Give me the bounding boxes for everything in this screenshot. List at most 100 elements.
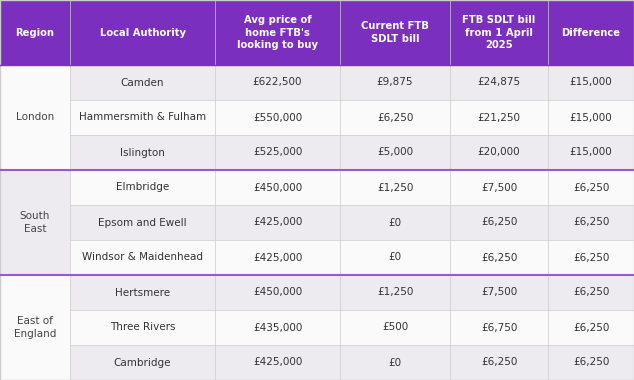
Text: £20,000: £20,000 — [477, 147, 521, 157]
Text: £15,000: £15,000 — [569, 112, 612, 122]
Text: £0: £0 — [389, 252, 401, 263]
Text: £6,750: £6,750 — [481, 323, 517, 332]
Bar — [0, 65, 70, 170]
Text: Avg price of
home FTB's
looking to buy: Avg price of home FTB's looking to buy — [237, 15, 318, 50]
Bar — [0, 170, 70, 275]
Bar — [450, 310, 548, 345]
Text: Hertsmere: Hertsmere — [115, 288, 170, 298]
Text: Three Rivers: Three Rivers — [110, 323, 175, 332]
Bar — [340, 205, 450, 240]
Bar — [70, 65, 215, 100]
Bar — [70, 275, 215, 310]
Bar — [215, 0, 340, 65]
Bar — [450, 0, 548, 65]
Text: £0: £0 — [389, 358, 401, 367]
Text: £24,875: £24,875 — [477, 78, 521, 87]
Bar — [215, 310, 340, 345]
Bar — [0, 275, 70, 380]
Text: £6,250: £6,250 — [573, 182, 609, 193]
Text: FTB SDLT bill
from 1 April
2025: FTB SDLT bill from 1 April 2025 — [462, 15, 536, 50]
Text: £525,000: £525,000 — [253, 147, 302, 157]
Text: £425,000: £425,000 — [253, 358, 302, 367]
Bar — [340, 65, 450, 100]
Bar — [548, 240, 634, 275]
Text: £622,500: £622,500 — [253, 78, 302, 87]
Text: £6,250: £6,250 — [481, 217, 517, 228]
Bar — [215, 345, 340, 380]
Text: £7,500: £7,500 — [481, 288, 517, 298]
Text: £15,000: £15,000 — [569, 78, 612, 87]
Bar — [215, 170, 340, 205]
Bar — [450, 205, 548, 240]
Text: London: London — [16, 112, 54, 122]
Bar — [340, 240, 450, 275]
Bar — [548, 205, 634, 240]
Bar — [215, 205, 340, 240]
Bar — [548, 100, 634, 135]
Bar — [450, 65, 548, 100]
Bar — [70, 100, 215, 135]
Bar — [450, 345, 548, 380]
Bar — [340, 100, 450, 135]
Text: £1,250: £1,250 — [377, 182, 413, 193]
Bar — [548, 65, 634, 100]
Text: £425,000: £425,000 — [253, 252, 302, 263]
Text: £425,000: £425,000 — [253, 217, 302, 228]
Bar — [450, 170, 548, 205]
Bar — [70, 205, 215, 240]
Bar — [70, 0, 215, 65]
Bar — [450, 240, 548, 275]
Text: £5,000: £5,000 — [377, 147, 413, 157]
Text: £450,000: £450,000 — [253, 182, 302, 193]
Text: Difference: Difference — [562, 27, 621, 38]
Bar — [548, 275, 634, 310]
Text: Elmbridge: Elmbridge — [116, 182, 169, 193]
Text: South
East: South East — [20, 211, 50, 234]
Text: Local Authority: Local Authority — [100, 27, 186, 38]
Bar — [450, 100, 548, 135]
Bar — [340, 170, 450, 205]
Bar — [450, 275, 548, 310]
Bar — [548, 135, 634, 170]
Bar — [548, 170, 634, 205]
Bar — [215, 240, 340, 275]
Bar — [340, 0, 450, 65]
Text: East of
England: East of England — [14, 316, 56, 339]
Text: £6,250: £6,250 — [573, 288, 609, 298]
Bar — [450, 135, 548, 170]
Text: £450,000: £450,000 — [253, 288, 302, 298]
Text: Hammersmith & Fulham: Hammersmith & Fulham — [79, 112, 206, 122]
Text: £7,500: £7,500 — [481, 182, 517, 193]
Text: £550,000: £550,000 — [253, 112, 302, 122]
Text: £15,000: £15,000 — [569, 147, 612, 157]
Text: £6,250: £6,250 — [573, 252, 609, 263]
Bar — [215, 100, 340, 135]
Bar — [70, 240, 215, 275]
Text: Cambridge: Cambridge — [113, 358, 171, 367]
Text: Camden: Camden — [120, 78, 164, 87]
Bar — [215, 275, 340, 310]
Text: £6,250: £6,250 — [573, 217, 609, 228]
Bar — [548, 0, 634, 65]
Text: £21,250: £21,250 — [477, 112, 521, 122]
Text: £0: £0 — [389, 217, 401, 228]
Text: Current FTB
SDLT bill: Current FTB SDLT bill — [361, 21, 429, 44]
Text: Epsom and Ewell: Epsom and Ewell — [98, 217, 187, 228]
Text: £1,250: £1,250 — [377, 288, 413, 298]
Bar — [70, 170, 215, 205]
Text: £6,250: £6,250 — [573, 358, 609, 367]
Bar — [340, 275, 450, 310]
Text: Region: Region — [15, 27, 55, 38]
Text: £6,250: £6,250 — [573, 323, 609, 332]
Text: £9,875: £9,875 — [377, 78, 413, 87]
Bar — [340, 135, 450, 170]
Bar — [215, 135, 340, 170]
Bar — [548, 310, 634, 345]
Text: £500: £500 — [382, 323, 408, 332]
Text: £6,250: £6,250 — [481, 252, 517, 263]
Bar — [70, 310, 215, 345]
Bar — [340, 345, 450, 380]
Bar — [70, 135, 215, 170]
Text: Windsor & Maidenhead: Windsor & Maidenhead — [82, 252, 203, 263]
Text: £6,250: £6,250 — [481, 358, 517, 367]
